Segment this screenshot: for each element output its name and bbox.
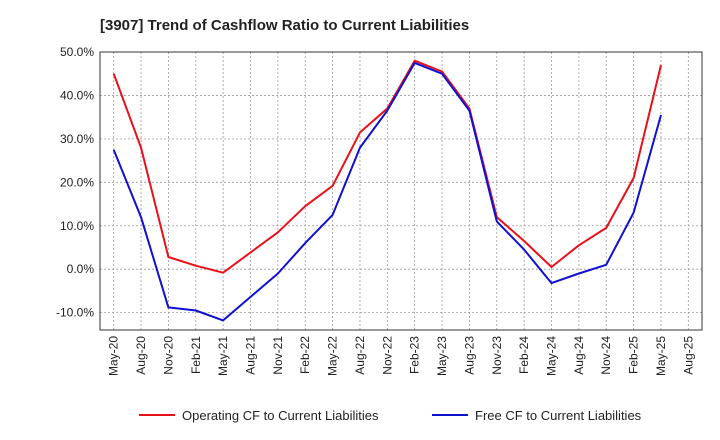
chart-title: [3907] Trend of Cashflow Ratio to Curren…	[100, 17, 469, 34]
x-tick-label: Nov-20	[161, 336, 175, 375]
x-tick-label: Feb-22	[298, 336, 312, 374]
series-line-free-cf	[112, 61, 662, 322]
x-tick-label: Aug-25	[681, 336, 695, 375]
x-tick-label: Aug-23	[462, 336, 476, 375]
x-tick-label: May-20	[107, 336, 121, 376]
y-tick-label: 20.0%	[60, 175, 94, 189]
x-tick-label: Feb-23	[408, 336, 422, 374]
plot-frame	[99, 51, 703, 331]
x-tick-label: Nov-24	[599, 336, 613, 375]
x-tick-label: May-25	[654, 336, 668, 376]
x-tick-label: Aug-24	[572, 336, 586, 375]
x-tick-label: Feb-21	[189, 336, 203, 374]
y-tick-label: 30.0%	[60, 132, 94, 146]
y-tick-label: 0.0%	[67, 262, 95, 276]
x-tick-label: May-21	[216, 336, 230, 376]
x-tick-label: May-22	[326, 336, 340, 376]
legend-label-operating-cf: Operating CF to Current Liabilities	[182, 408, 379, 423]
y-axis-ticks: 50.0% 40.0% 30.0% 20.0% 10.0% 0.0% -10.0%	[56, 45, 94, 320]
x-tick-label: Feb-25	[627, 336, 641, 374]
x-tick-label: Nov-21	[271, 336, 285, 375]
x-tick-label: Nov-23	[490, 336, 504, 375]
plot-area	[100, 52, 702, 330]
legend: Operating CF to Current Liabilities Free…	[139, 408, 642, 423]
y-tick-label: -10.0%	[56, 306, 94, 320]
y-tick-label: 40.0%	[60, 88, 94, 102]
legend-label-free-cf: Free CF to Current Liabilities	[475, 408, 642, 423]
series-lines	[112, 59, 662, 322]
x-tick-label: Nov-22	[380, 336, 394, 375]
y-tick-label: 10.0%	[60, 219, 94, 233]
y-tick-label: 50.0%	[60, 45, 94, 59]
x-tick-label: Aug-20	[134, 336, 148, 375]
x-tick-label: May-24	[545, 336, 559, 376]
x-tick-label: Aug-21	[244, 336, 258, 375]
x-tick-label: Aug-22	[353, 336, 367, 375]
x-tick-label: May-23	[435, 336, 449, 376]
x-axis-ticks: May-20 Aug-20 Nov-20 Feb-21 May-21 Aug-21 Nov-…	[107, 336, 696, 376]
series-line-operating-cf	[112, 59, 662, 274]
x-tick-label: Feb-24	[517, 336, 531, 374]
